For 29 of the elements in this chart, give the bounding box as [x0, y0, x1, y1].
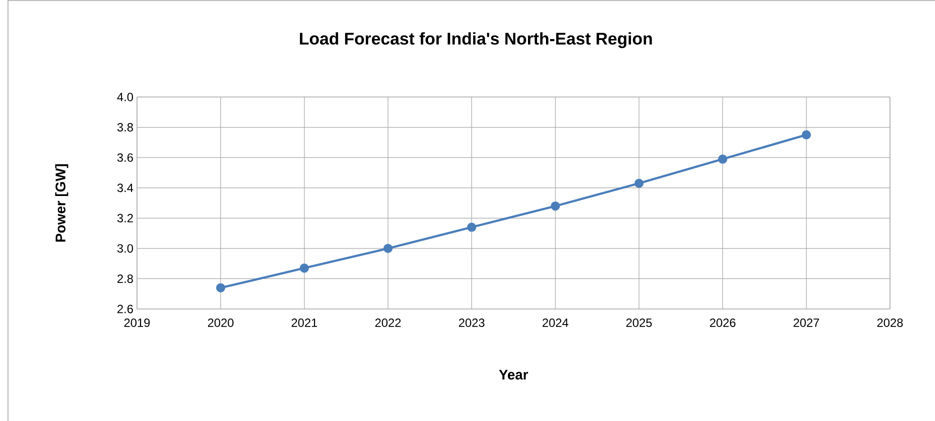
x-tick-label: 2019 [124, 318, 150, 327]
x-tick-label: 2022 [375, 318, 401, 327]
y-tick-label: 3.0 [117, 244, 134, 253]
y-tick-label: 4.0 [117, 92, 134, 102]
x-tick-label: 2025 [626, 318, 652, 327]
y-tick-label: 3.6 [117, 153, 133, 162]
x-tick-label: 2024 [542, 318, 568, 327]
y-tick-label: 3.4 [117, 184, 134, 192]
point [634, 178, 644, 188]
point [383, 244, 393, 254]
point [718, 154, 728, 164]
y-tick-label: 3.2 [117, 214, 133, 222]
x-tick-label: 2021 [292, 318, 318, 327]
point [467, 222, 476, 232]
x-tick-label: 2023 [458, 318, 484, 327]
x-axis-title: Year [499, 370, 528, 380]
y-tick-label: 3.8 [117, 123, 133, 132]
chart-title: Load Forecast for India's North-East Region [300, 32, 652, 48]
point [300, 264, 309, 273]
y-tick-label: 2.8 [117, 274, 133, 283]
point [550, 201, 560, 211]
y-axis-title: Power [GW] [55, 164, 68, 242]
x-tick-label: 2026 [710, 318, 736, 327]
point [802, 130, 811, 140]
y-tick-label: 2.6 [117, 304, 133, 314]
point [216, 283, 226, 292]
x-tick-label: 2027 [794, 318, 820, 327]
x-tick-label: 2020 [208, 318, 234, 327]
x-tick-label: 2028 [877, 318, 903, 327]
